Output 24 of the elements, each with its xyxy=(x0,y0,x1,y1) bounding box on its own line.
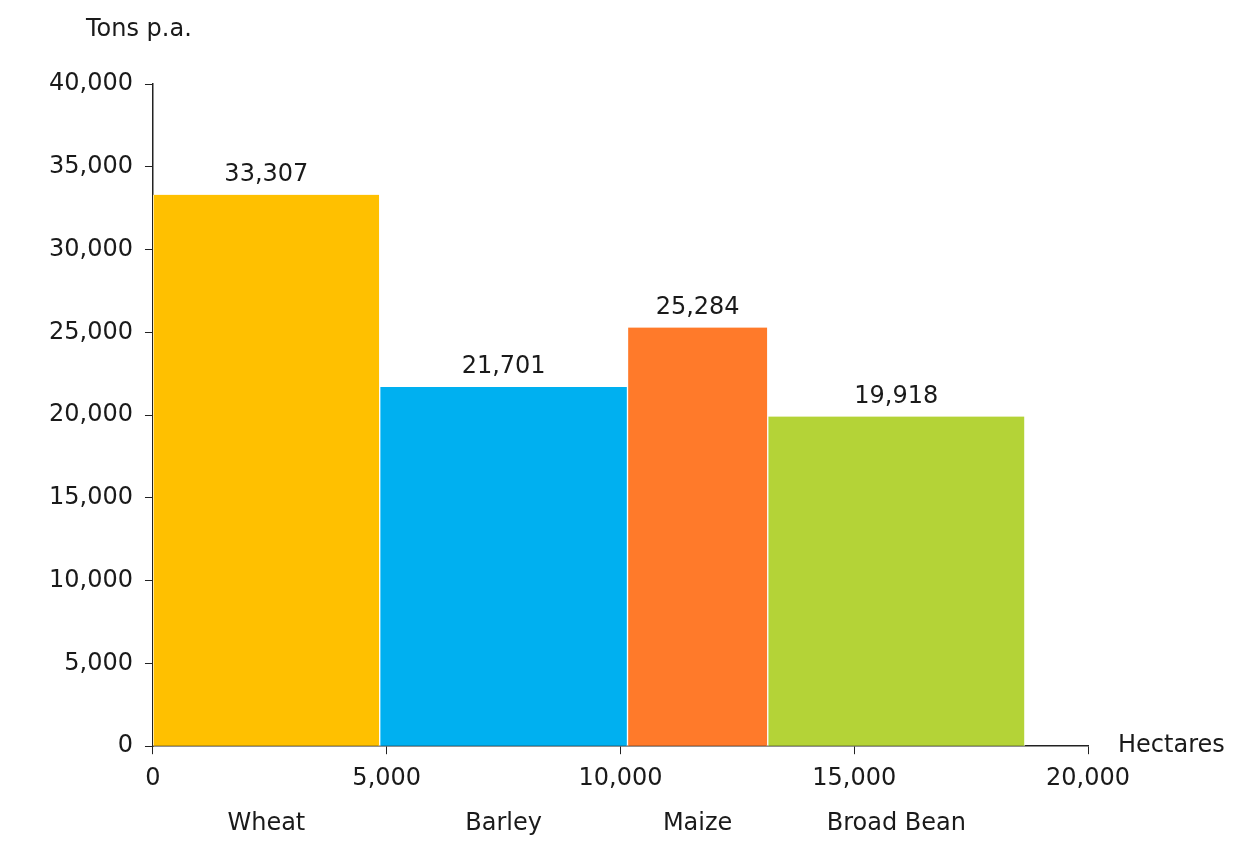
category-label: Broad Bean xyxy=(826,808,966,837)
category-label: Wheat xyxy=(227,808,306,837)
data-label: 19,918 xyxy=(854,380,939,409)
data-label: 33,307 xyxy=(224,159,309,188)
y-tick-label: 25,000 xyxy=(48,316,133,345)
y-tick-label: 10,000 xyxy=(48,564,133,593)
data-label: 25,284 xyxy=(655,291,740,320)
x-tick-label: 10,000 xyxy=(578,762,663,791)
x-tick-label: 5,000 xyxy=(352,762,422,791)
y-tick-label: 35,000 xyxy=(48,151,133,180)
category-label: Barley xyxy=(465,808,542,837)
x-tick-label: 20,000 xyxy=(1046,762,1130,791)
category-label: Maize xyxy=(662,808,733,837)
y-tick-label: 0 xyxy=(117,730,133,759)
x-tick-label: 15,000 xyxy=(812,762,897,791)
y-axis-title: Tons p.a. xyxy=(85,14,192,43)
y-tick-label: 5,000 xyxy=(64,647,133,676)
x-axis-title: Hectares xyxy=(1118,730,1225,759)
y-tick-label: 15,000 xyxy=(48,482,133,511)
x-tick-label: 0 xyxy=(145,762,161,791)
y-tick-label: 40,000 xyxy=(48,68,133,97)
data-label: 21,701 xyxy=(461,351,546,380)
y-tick-label: 20,000 xyxy=(48,399,133,428)
y-tick-label: 30,000 xyxy=(48,233,133,262)
